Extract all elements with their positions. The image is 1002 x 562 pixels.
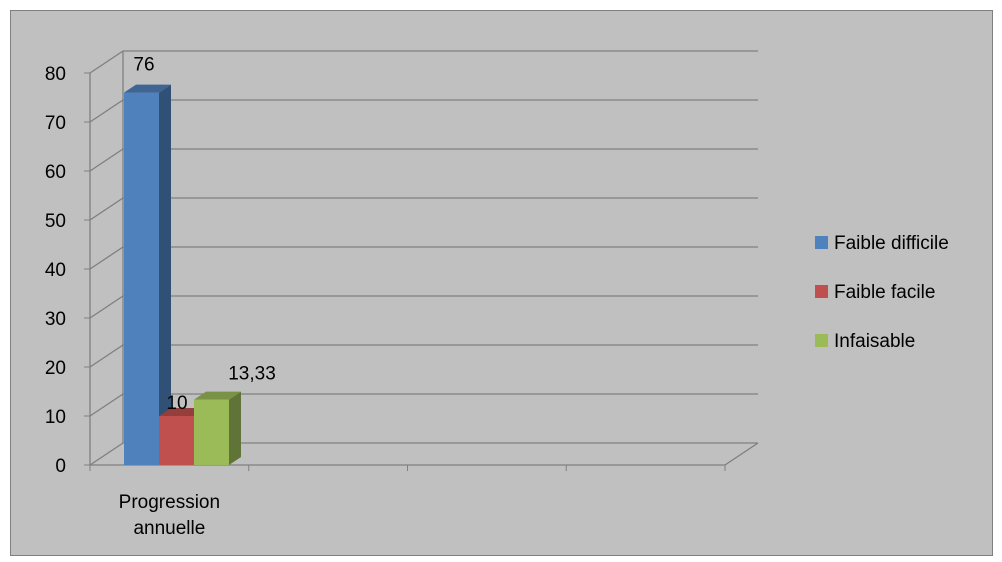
gridline-side (89, 393, 124, 417)
data-label: 13,33 (228, 364, 276, 385)
bar-top (194, 391, 241, 400)
legend-swatch (815, 236, 828, 249)
y-tick-label: 70 (45, 113, 66, 134)
bar (159, 416, 194, 465)
gridline-side (89, 295, 124, 319)
gridline-side (89, 50, 124, 74)
gridline-side (89, 99, 124, 123)
bar (194, 399, 229, 465)
y-tick-label: 20 (45, 358, 66, 379)
legend-label: Faible difficile (834, 233, 949, 254)
y-tick-label: 50 (45, 211, 66, 232)
y-tick-label: 10 (45, 407, 66, 428)
y-tick-label: 80 (45, 64, 66, 85)
bar-side (229, 391, 241, 465)
gridline-side (89, 246, 124, 270)
bar-side (159, 84, 171, 465)
y-tick-label: 30 (45, 309, 66, 330)
gridline-side (89, 197, 124, 221)
y-tick-label: 60 (45, 162, 66, 183)
gridline-side (89, 442, 124, 466)
legend-label: Infaisable (834, 331, 915, 352)
legend-swatch (815, 334, 828, 347)
bar-top (124, 84, 171, 93)
legend-label: Faible facile (834, 282, 935, 303)
legend-swatch (815, 285, 828, 298)
gridline-side (89, 344, 124, 368)
gridline-side (89, 148, 124, 172)
data-label: 10 (166, 393, 187, 414)
y-tick-label: 0 (55, 456, 66, 477)
category-label: annuelle (133, 518, 205, 539)
bar (124, 92, 159, 465)
y-tick-label: 40 (45, 260, 66, 281)
data-label: 76 (133, 55, 154, 76)
category-label: Progression (119, 492, 220, 513)
floor-right-edge (724, 442, 759, 466)
